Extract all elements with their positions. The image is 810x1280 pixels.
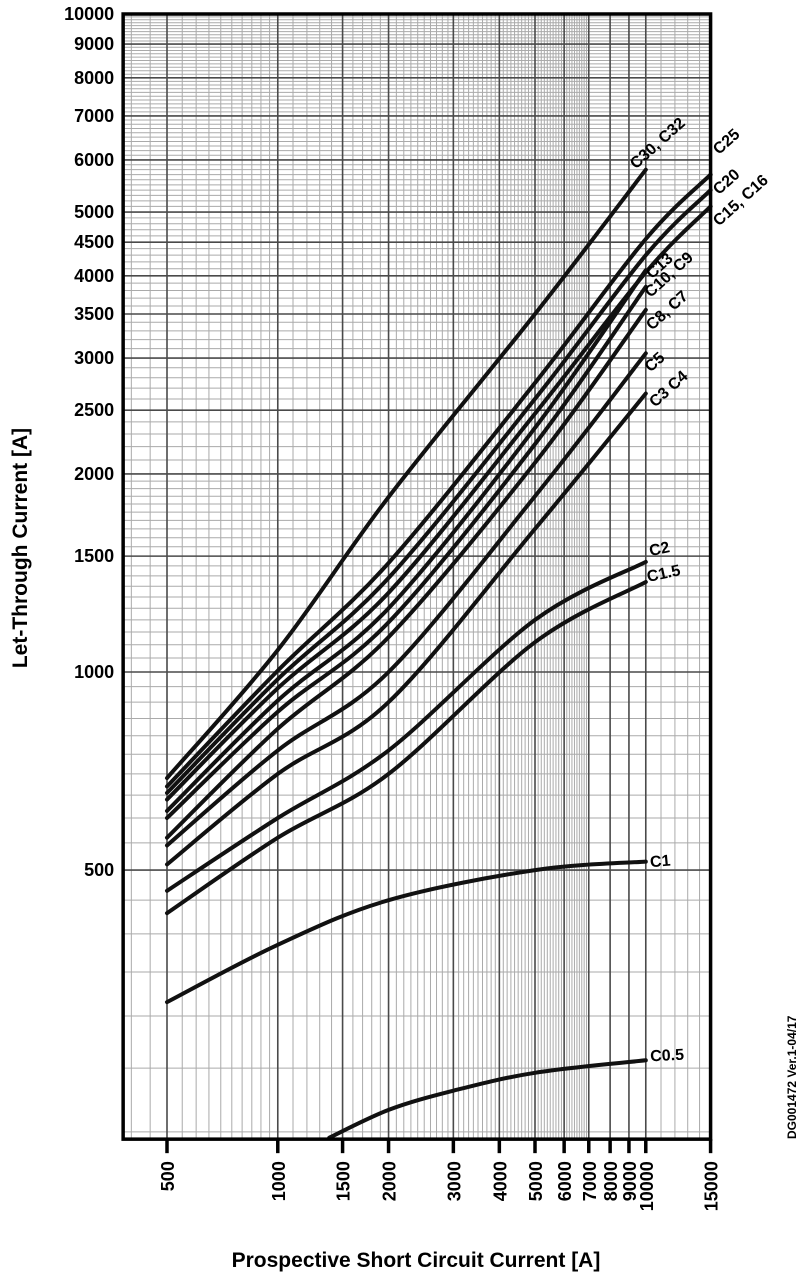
curve-c10-c9	[165, 284, 648, 820]
x-tick-label: 1500	[334, 1161, 354, 1201]
y-tick-label: 4000	[74, 266, 114, 286]
x-axis-tick-marks	[165, 1139, 713, 1154]
plot-border	[121, 12, 713, 1141]
curve-c5	[165, 351, 648, 848]
x-tick-label: 6000	[555, 1161, 575, 1201]
x-tick-label: 10000	[637, 1161, 657, 1211]
x-tick-label: 7000	[580, 1161, 600, 1201]
curve-c2	[165, 559, 648, 893]
x-tick-label: 5000	[526, 1161, 546, 1201]
y-tick-label: 7000	[74, 106, 114, 126]
y-tick-label: 6000	[74, 150, 114, 170]
curve-c3-c4	[165, 391, 648, 867]
minor-gridlines	[123, 14, 711, 1140]
x-tick-label: 1000	[269, 1161, 289, 1201]
curve-label-c1: C1	[649, 852, 671, 871]
x-tick-label: 4000	[490, 1161, 510, 1201]
curve-c25	[165, 172, 713, 789]
x-tick-label: 8000	[601, 1161, 621, 1201]
curve-c1	[165, 859, 648, 1005]
x-axis-tick-labels: 500 1000 1500 2000 3000 4000 5000 6000 7000 80009…	[158, 1161, 722, 1211]
y-axis-title: Let-Through Current [A]	[9, 428, 32, 668]
curves	[165, 167, 713, 1140]
curve-c8-c7	[165, 307, 648, 840]
y-tick-label: 2500	[74, 400, 114, 420]
y-tick-label: 5000	[74, 202, 114, 222]
y-tick-label: 1500	[74, 546, 114, 566]
y-axis-tick-labels: 10000 9000 8000 7000 6000 5000 4500 4000 3500 300…	[64, 4, 114, 880]
y-tick-label: 10000	[64, 4, 114, 24]
curve-label-c1.5: C1.5	[645, 562, 682, 586]
y-tick-label: 3000	[74, 348, 114, 368]
x-tick-label: 2000	[380, 1161, 400, 1201]
curve-c13	[165, 268, 648, 813]
figure-id-label: DG001472 Ver.1-04/17	[785, 1015, 799, 1139]
curve-c0.5	[327, 1058, 648, 1140]
curve-label-c25: C25	[710, 126, 743, 158]
y-tick-label: 1000	[74, 662, 114, 682]
curve-c1.5	[165, 580, 648, 916]
curve-label-c0.5: C0.5	[650, 1047, 685, 1066]
y-tick-label: 8000	[74, 68, 114, 88]
y-tick-label: 500	[84, 860, 114, 880]
curve-label-c30-c32: C30, C32	[627, 115, 689, 173]
y-tick-label: 3500	[74, 304, 114, 324]
y-tick-label: 2000	[74, 464, 114, 484]
x-axis-title: Prospective Short Circuit Current [A]	[232, 1249, 601, 1272]
x-tick-label: 500	[158, 1161, 178, 1191]
y-tick-label: 4500	[74, 232, 114, 252]
x-tick-label: 9000	[620, 1161, 640, 1201]
x-tick-label: 15000	[702, 1161, 722, 1211]
y-tick-label: 9000	[74, 34, 114, 54]
curve-label-c2: C2	[648, 539, 672, 560]
x-tick-label: 3000	[444, 1161, 464, 1201]
curve-c30-c32	[165, 167, 648, 781]
curve-c20	[165, 188, 713, 795]
